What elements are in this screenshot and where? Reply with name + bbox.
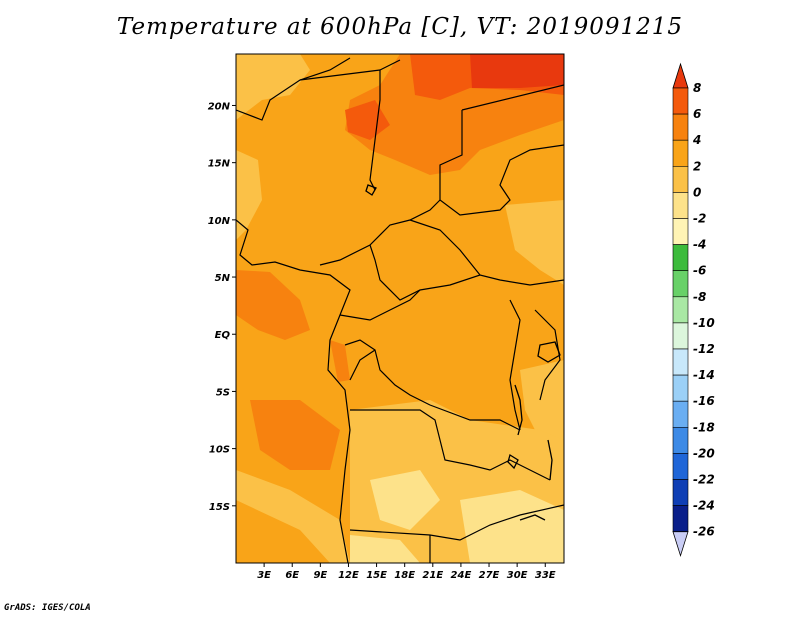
colorbar-segment [672, 166, 689, 193]
colorbar-label: 6 [693, 107, 701, 121]
colorbar-segment [672, 400, 689, 428]
lake-small-1 [507, 453, 519, 470]
lon-tick-label: 12E [338, 570, 359, 581]
colorbar-label: -6 [693, 264, 706, 278]
colorbar-segment [672, 374, 689, 402]
colorbar-label: -14 [693, 368, 715, 382]
colorbar-segment [672, 87, 689, 115]
credit-text: GrADS: IGES/COLA [4, 603, 91, 613]
lat-tick-label: 20N [208, 101, 231, 112]
lake-small-2 [519, 514, 546, 521]
field-region-e-coast-cool [520, 360, 564, 450]
field-region-atl-warm [250, 400, 340, 470]
colorbar-label: -2 [693, 212, 706, 226]
colorbar-label: 2 [693, 159, 701, 173]
lon-tick-label: 30E [507, 570, 528, 581]
colorbar-segment [672, 296, 689, 324]
field-region-s-coolest-2 [460, 490, 564, 563]
lat-tick-label: 10N [208, 216, 231, 227]
colorbar-label: -12 [693, 342, 715, 356]
colorbar-label: -16 [693, 394, 715, 408]
coastline-west-africa [236, 57, 351, 563]
colorbar-label: -8 [693, 290, 706, 304]
lon-axis: 3E 6E 9E 12E 15E 18E 21E 24E 27E 30E 33E [257, 563, 556, 581]
colorbar-label: -10 [693, 316, 715, 330]
colorbar-label: -20 [693, 446, 715, 460]
colorbar-label: 8 [693, 81, 701, 95]
field-region-congo-coast-warm [330, 340, 350, 382]
colorbar-segment [672, 453, 689, 480]
colorbar-segment [672, 270, 689, 298]
colorbar-segment [672, 139, 689, 167]
lon-tick-label: 15E [366, 570, 387, 581]
colorbar-segment [672, 479, 689, 506]
lake-chad [365, 184, 377, 196]
border-lines-north [299, 59, 564, 216]
field-region-gulf-warm [236, 270, 310, 340]
lon-tick-label: 33E [535, 570, 556, 581]
lake-victoria [537, 341, 561, 363]
lake-malawi [547, 439, 553, 481]
lakes [365, 184, 561, 521]
colorbar-label: -26 [693, 525, 715, 539]
border-lines-congo [339, 289, 521, 431]
lat-axis: 20N 15N 10N 5N EQ 5S 10S 15S [208, 101, 236, 513]
border-lines-south [349, 409, 564, 563]
lat-tick-label: 5N [215, 273, 231, 284]
lat-tick-label: EQ [215, 330, 231, 341]
lon-tick-label: 27E [479, 570, 500, 581]
colorbar-bottom-arrow [672, 531, 689, 558]
colorbar-segment [672, 348, 689, 376]
lon-tick-label: 6E [285, 570, 299, 581]
colorbar: 8 6 4 2 0 -2 -4 -6 -8 -10 -12 -14 -16 -18 -20 -22 -24 -26 [672, 62, 715, 558]
field-region-ne-hottest [470, 54, 564, 88]
lon-tick-label: 21E [422, 570, 443, 581]
field-region-e-cool [505, 200, 564, 285]
lon-tick-label: 3E [257, 570, 271, 581]
colorbar-segment [672, 426, 689, 454]
colorbar-segment [672, 192, 689, 219]
colorbar-segment [672, 244, 689, 272]
lat-tick-label: 15N [208, 159, 231, 170]
chart-title: Temperature at 600hPa [C], VT: 201909121… [116, 14, 684, 40]
field-region-s-coolest-3 [350, 535, 420, 563]
lat-tick-label: 10S [209, 445, 230, 456]
colorbar-label: -22 [693, 473, 715, 487]
temperature-field [236, 54, 564, 563]
country-borders [236, 57, 564, 563]
colorbar-segment [672, 505, 689, 533]
field-region-s-coolest-1 [370, 470, 440, 530]
colorbar-label: -4 [693, 238, 706, 252]
colorbar-label: -24 [693, 499, 715, 513]
colorbar-segment [672, 322, 689, 350]
colorbar-label: 4 [692, 133, 701, 147]
colorbar-top-arrow [672, 62, 689, 89]
lat-tick-label: 5S [216, 387, 230, 398]
colorbar-segment [672, 218, 689, 245]
lon-tick-label: 24E [451, 570, 472, 581]
lon-tick-label: 18E [394, 570, 415, 581]
colorbar-segment [672, 113, 689, 141]
field-region-nw-cool [236, 54, 310, 120]
plot-frame [235, 53, 565, 564]
colorbar-label: 0 [693, 185, 701, 199]
field-region-w-cool [236, 150, 262, 240]
colorbar-label: -18 [693, 420, 715, 434]
border-lines-central [319, 199, 564, 301]
field-region-atl-cool-streak [236, 470, 350, 563]
lon-tick-label: 9E [313, 570, 327, 581]
lat-tick-label: 15S [209, 502, 230, 513]
border-lines-east [509, 299, 561, 431]
lake-tanganyika [514, 384, 523, 436]
